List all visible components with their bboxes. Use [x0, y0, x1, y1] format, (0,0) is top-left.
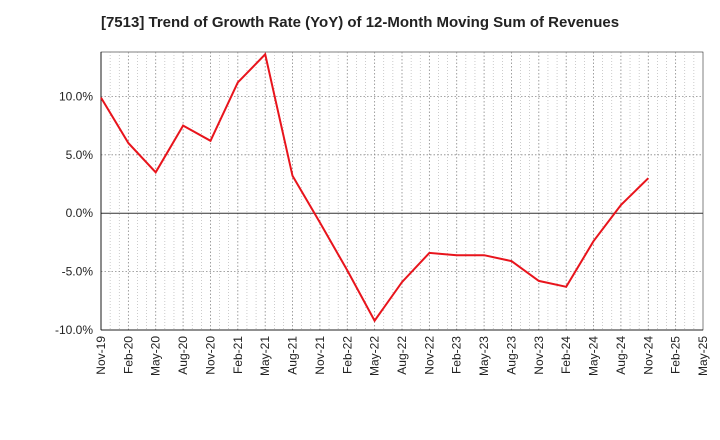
x-tick-label: Aug-24 — [614, 336, 628, 375]
x-tick-label: Nov-19 — [94, 336, 108, 375]
chart-title: [7513] Trend of Growth Rate (YoY) of 12-… — [100, 14, 620, 31]
x-tick-label: May-21 — [258, 336, 272, 376]
y-tick-label: 0.0% — [66, 206, 94, 220]
x-tick-label: Nov-23 — [532, 336, 546, 375]
x-tick-label: Aug-21 — [286, 336, 300, 375]
y-tick-label: 10.0% — [59, 89, 93, 103]
y-tick-label: -10.0% — [55, 323, 93, 337]
x-tick-label: Feb-21 — [231, 336, 245, 374]
x-tick-label: Nov-20 — [203, 336, 217, 375]
gridlines — [101, 52, 703, 331]
x-tick-label: Aug-20 — [176, 336, 190, 375]
y-tick-label: -5.0% — [62, 265, 94, 279]
y-tick-label: 5.0% — [66, 148, 94, 162]
x-tick-label: May-23 — [477, 336, 491, 376]
x-tick-label: Aug-23 — [504, 336, 518, 375]
x-tick-label: Feb-20 — [121, 336, 135, 374]
x-tick-label: Nov-21 — [313, 336, 327, 375]
x-tick-label: May-22 — [368, 336, 382, 376]
tick-labels: 10.0% 5.0% 0.0% -5.0% -10.0%Nov-19 Feb-20 May-… — [55, 89, 710, 376]
series-line — [100, 52, 649, 323]
x-tick-label: Nov-24 — [641, 336, 655, 375]
x-tick-label: Feb-25 — [669, 336, 683, 374]
series-layer — [100, 52, 649, 323]
x-tick-label: May-24 — [587, 336, 601, 376]
x-tick-label: Feb-24 — [559, 336, 573, 374]
x-tick-label: Feb-23 — [450, 336, 464, 374]
plot-area — [100, 51, 704, 331]
x-tick-label: Aug-22 — [395, 336, 409, 375]
x-tick-label: Feb-22 — [340, 336, 354, 374]
x-tick-label: May-20 — [149, 336, 163, 376]
x-tick-label: May-25 — [696, 336, 710, 376]
x-tick-label: Nov-22 — [422, 336, 436, 375]
